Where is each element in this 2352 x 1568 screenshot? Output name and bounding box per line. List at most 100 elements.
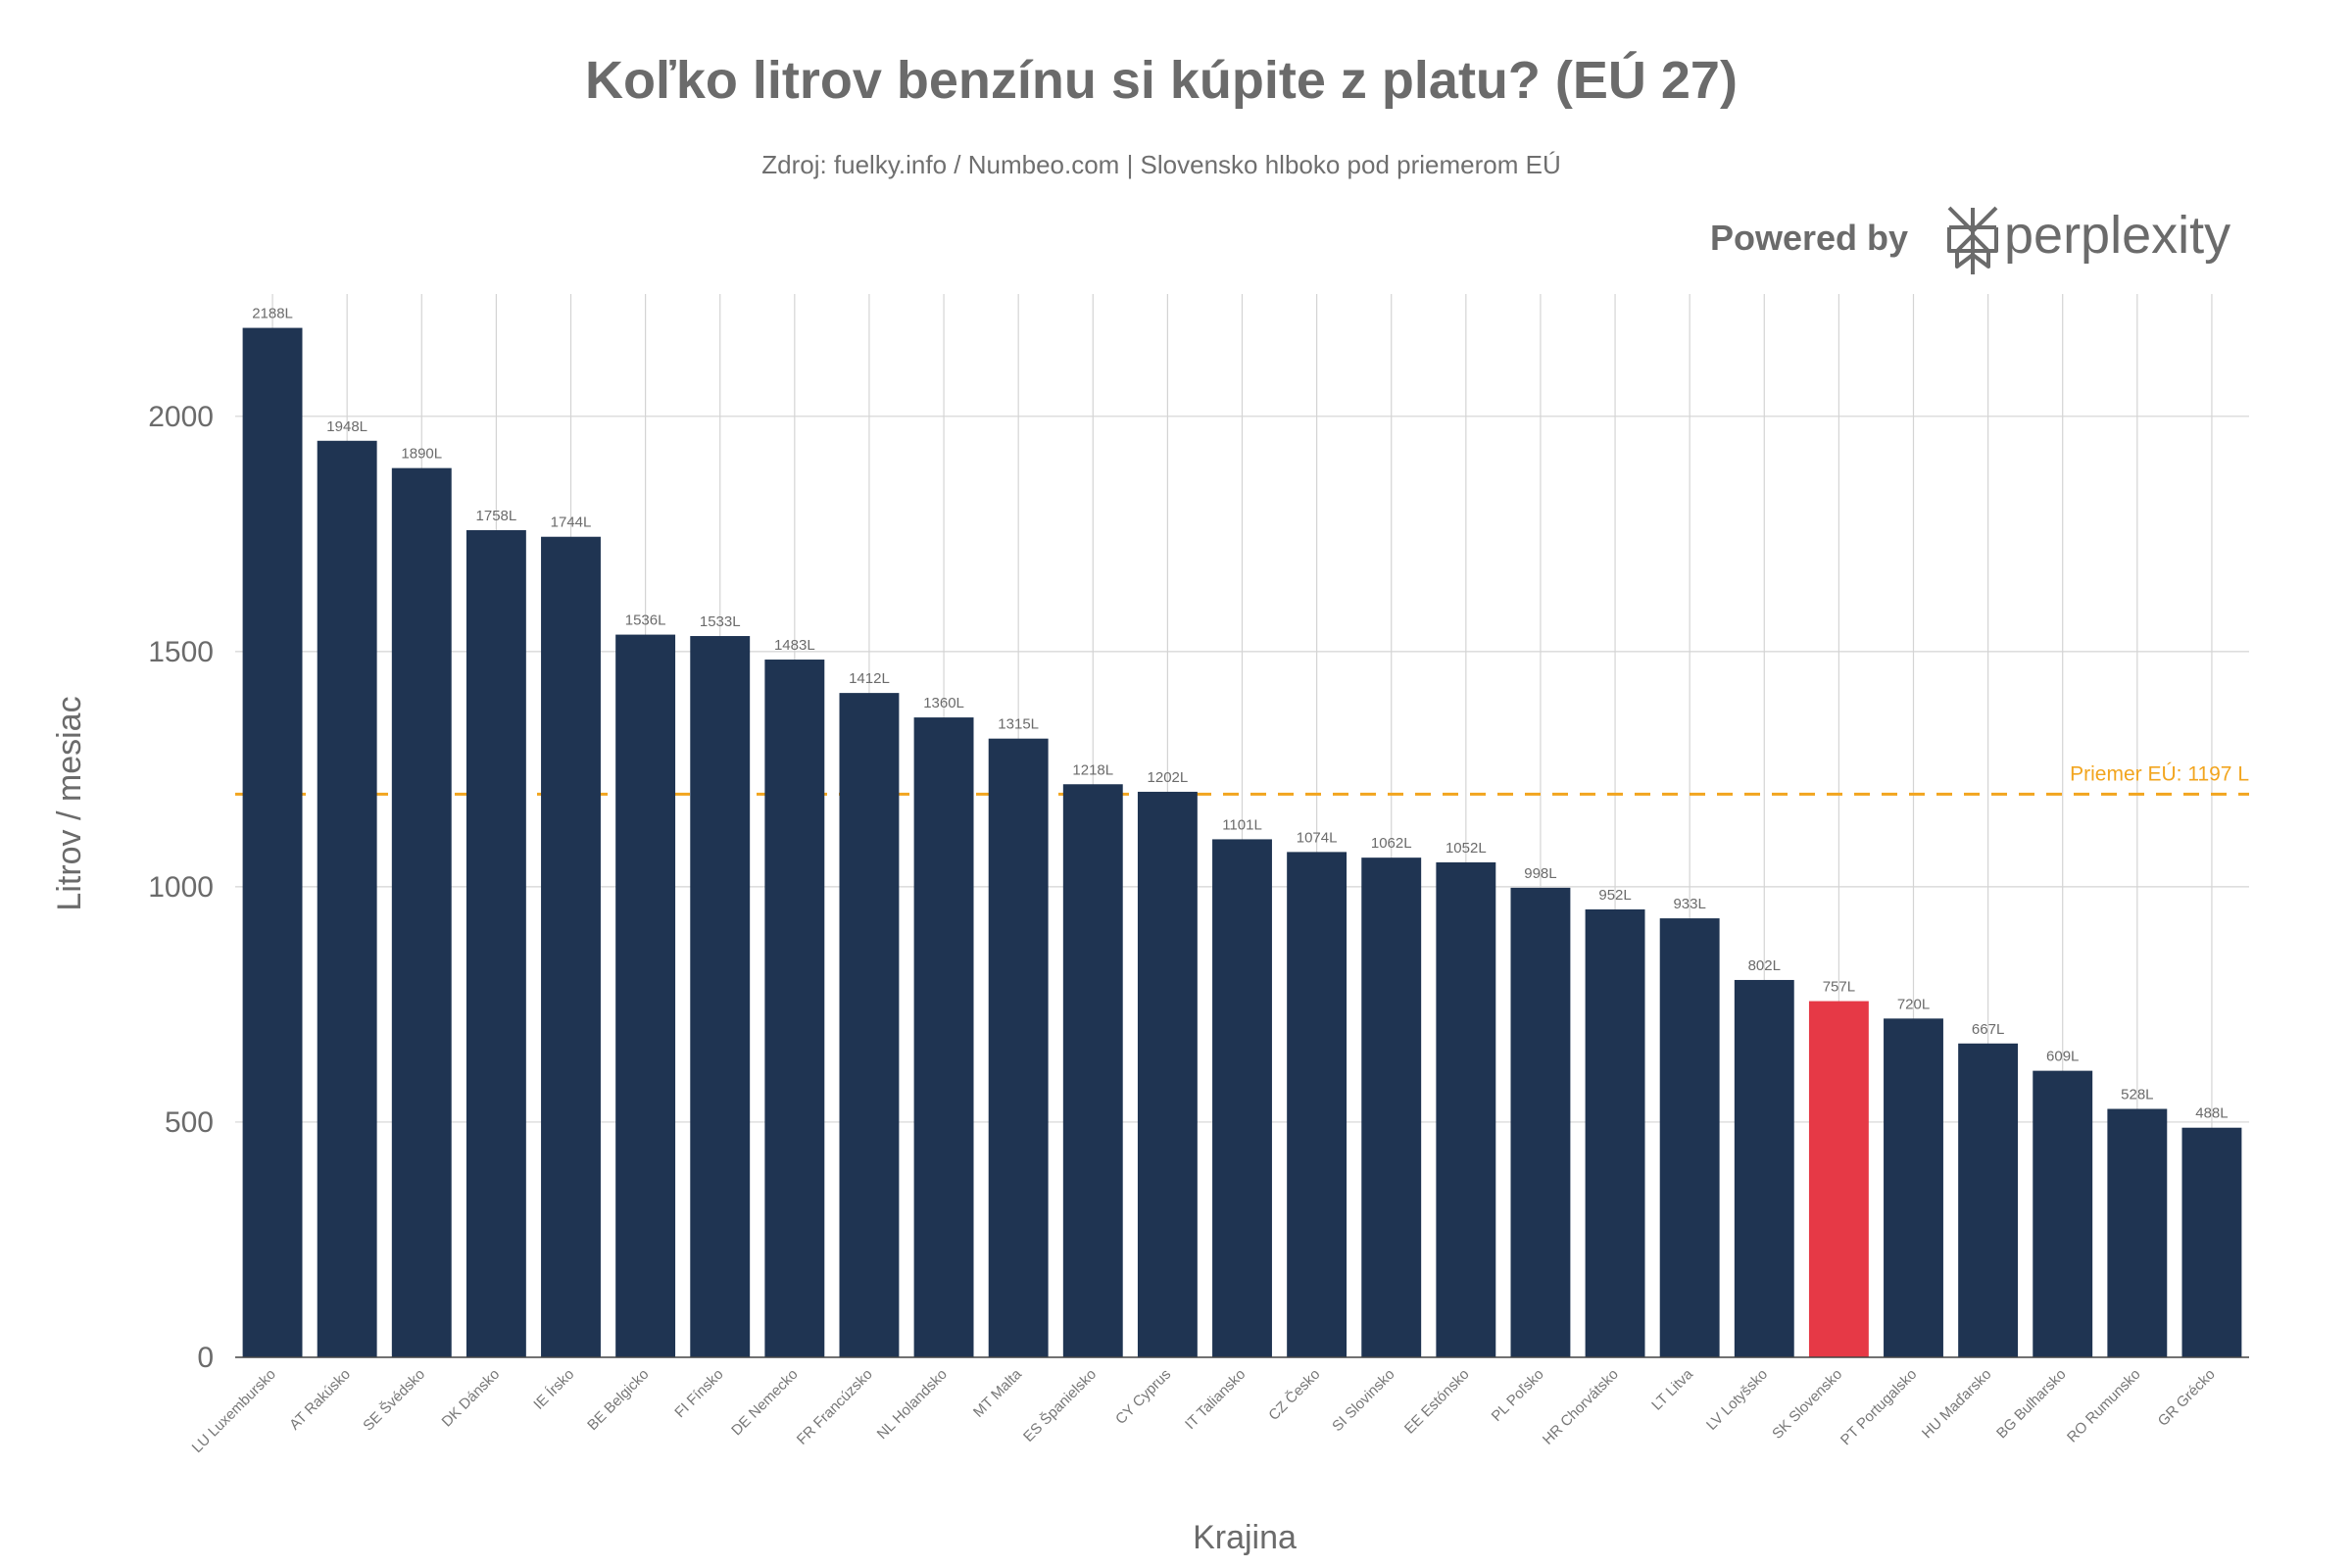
data-label: 1101L: [1222, 816, 1262, 833]
x-tick-label: IE Írsko: [530, 1366, 577, 1413]
bar: [1734, 979, 1794, 1357]
bar: [1436, 861, 1496, 1357]
x-tick-label: BG Bulharsko: [1993, 1366, 2069, 1442]
data-label: 1202L: [1148, 769, 1189, 786]
y-tick-label: 1500: [148, 636, 214, 668]
x-tick-label: PL Poľsko: [1489, 1366, 1547, 1425]
bar: [1659, 918, 1720, 1357]
perplexity-wordmark: perplexity: [2004, 206, 2230, 265]
x-tick-label: MT Malta: [970, 1365, 1025, 1420]
bar: [2181, 1127, 2242, 1357]
data-label: 802L: [1748, 957, 1781, 974]
x-tick-label: FR Francúzsko: [794, 1366, 876, 1448]
x-tick-label: PT Portugalsko: [1838, 1366, 1920, 1448]
data-label: 1890L: [401, 446, 442, 463]
x-tick-label: SK Slovensko: [1769, 1366, 1845, 1443]
data-label: 1074L: [1297, 829, 1338, 846]
bar: [988, 738, 1049, 1357]
data-label: 720L: [1897, 996, 1930, 1012]
data-label: 1483L: [774, 637, 815, 654]
data-label: 1052L: [1446, 840, 1487, 857]
data-label: 1315L: [998, 716, 1039, 733]
x-tick-label: SE Švédsko: [360, 1366, 428, 1435]
bar: [1510, 887, 1571, 1357]
x-tick-label: CZ Česko: [1265, 1366, 1323, 1424]
y-tick-label: 2000: [148, 401, 214, 433]
bar: [615, 634, 676, 1357]
x-tick-label: IT Taliansko: [1182, 1366, 1249, 1433]
bar: [391, 467, 452, 1357]
bar: [541, 536, 601, 1357]
bar: [2033, 1070, 2093, 1357]
data-label: 1758L: [476, 508, 517, 524]
bar: [690, 636, 751, 1357]
bar: [1062, 784, 1123, 1357]
x-tick-label: HU Maďarsko: [1919, 1366, 1994, 1442]
data-label: 998L: [1524, 865, 1556, 882]
x-tick-label: LV Lotyšsko: [1703, 1366, 1771, 1434]
perplexity-logo-icon: [1947, 206, 1998, 274]
x-tick-label: BE Belgicko: [584, 1366, 652, 1434]
data-label: 667L: [1972, 1021, 2004, 1038]
chart-title: Koľko litrov benzínu si kúpite z platu? …: [585, 51, 1738, 110]
bars: 2188L 1948L 1890L 1758L 1744L 1536L 1533L 1483L…: [242, 306, 2242, 1357]
average-label-group: Priemer EÚ: 1197 L: [2070, 762, 2249, 785]
data-label: 952L: [1598, 887, 1631, 904]
x-tick-label: SI Slovinsko: [1329, 1366, 1397, 1435]
x-tick-label: RO Rumunsko: [2064, 1366, 2144, 1446]
bar: [1287, 852, 1348, 1357]
data-label: 1062L: [1371, 835, 1412, 852]
bar: [1808, 1001, 1869, 1357]
y-tick-label: 500: [165, 1106, 214, 1139]
x-tick-label: GR Grécko: [2155, 1366, 2219, 1430]
data-label: 1533L: [700, 613, 741, 630]
x-tick-label: ES Španielsko: [1020, 1366, 1100, 1446]
bar: [317, 440, 377, 1357]
y-axis-ticks: 0 500 1000 1500 2000: [148, 401, 214, 1374]
powered-by-perplexity: Powered by perplexity: [1710, 206, 2230, 274]
x-tick-label: FI Fínsko: [671, 1366, 726, 1421]
x-tick-label: AT Rakúsko: [286, 1366, 354, 1434]
y-axis-label: Litrov / mesiac: [51, 696, 88, 910]
data-label: 1536L: [625, 612, 666, 629]
data-label: 528L: [2121, 1087, 2153, 1103]
data-label: 1744L: [551, 514, 592, 531]
data-label: 1948L: [326, 418, 368, 435]
x-tick-label: DE Nemecko: [728, 1366, 802, 1440]
data-label: 2188L: [252, 306, 293, 322]
x-tick-label: LT Litva: [1648, 1365, 1696, 1413]
x-tick-label: EE Estónsko: [1401, 1366, 1473, 1438]
x-tick-label: DK Dánsko: [439, 1366, 504, 1431]
x-axis-ticks: LU Luxembursko AT Rakúsko SE Švédsko DK Dán…: [189, 1365, 2219, 1456]
bar: [1884, 1018, 1943, 1357]
bar: [1585, 908, 1645, 1357]
x-axis-label: Krajina: [1193, 1519, 1297, 1556]
data-label: 757L: [1823, 979, 1855, 996]
powered-by-label: Powered by: [1710, 218, 1908, 258]
y-tick-label: 0: [197, 1342, 214, 1374]
bar: [242, 327, 303, 1357]
bar: [839, 693, 900, 1357]
data-label: 488L: [2195, 1105, 2228, 1122]
data-label: 1218L: [1072, 761, 1113, 778]
bar: [1361, 858, 1422, 1357]
data-label: 933L: [1673, 896, 1705, 912]
x-tick-label: LU Luxembursko: [189, 1366, 279, 1456]
x-tick-label: CY Cyprus: [1112, 1366, 1174, 1428]
average-label: Priemer EÚ: 1197 L: [2070, 762, 2249, 785]
bar: [1958, 1043, 2019, 1357]
bar: [1212, 839, 1272, 1357]
bar: [2107, 1108, 2168, 1357]
data-label: 609L: [2046, 1049, 2079, 1065]
y-tick-label: 1000: [148, 871, 214, 904]
bar: [1137, 791, 1198, 1357]
data-label: 1360L: [923, 695, 964, 711]
bar: [466, 530, 526, 1357]
x-tick-label: HR Chorvátsko: [1540, 1366, 1622, 1448]
bar: [764, 660, 825, 1357]
data-label: 1412L: [849, 670, 890, 687]
x-tick-label: NL Holandsko: [874, 1366, 951, 1443]
bar: [913, 717, 974, 1357]
chart-subtitle: Zdroj: fuelky.info / Numbeo.com | Sloven…: [761, 150, 1561, 179]
